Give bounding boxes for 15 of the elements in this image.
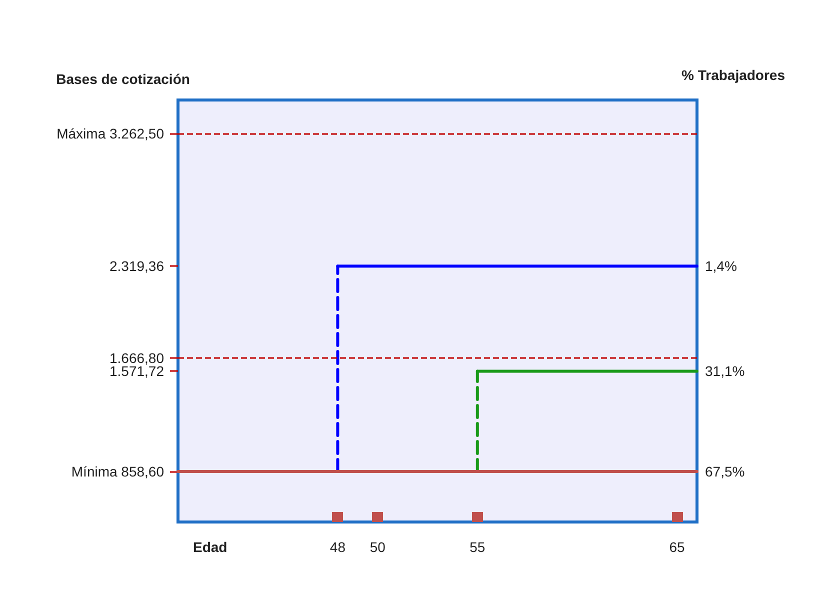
- series-label: 1,4%: [705, 258, 737, 274]
- y-tick-label: 1.666,80: [110, 350, 164, 366]
- x-tick-label: 50: [370, 539, 386, 555]
- y-axis-title: Bases de cotización: [56, 71, 190, 87]
- x-tick-label: 65: [669, 539, 686, 555]
- y-tick-label: Máxima 3.262,50: [56, 125, 164, 142]
- y-tick-label: Mínima 858,60: [71, 464, 164, 480]
- y-tick-label: 2.319,36: [110, 258, 164, 274]
- x-tick-label: 55: [470, 539, 486, 555]
- series-label: 67,5%: [705, 464, 745, 480]
- x-tick-label: 48: [330, 539, 346, 555]
- y-tick-label: 1.571,72: [110, 363, 164, 380]
- x-axis-title: Edad: [193, 539, 228, 555]
- y2-axis-title: % Trabajadores: [682, 67, 786, 83]
- series-label: 31,1%: [705, 363, 745, 380]
